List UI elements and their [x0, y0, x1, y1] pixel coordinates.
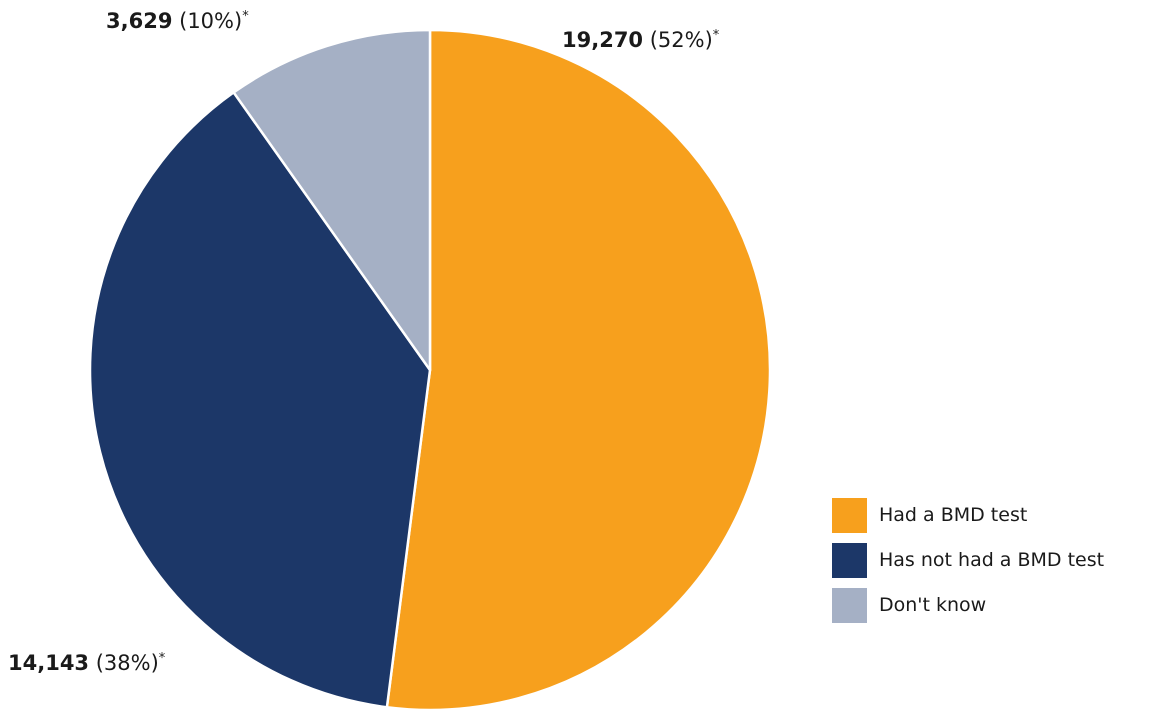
slice-value: 3,629 [106, 9, 173, 33]
legend-label: Don't know [879, 594, 987, 616]
slice-percent: (10%) [179, 9, 243, 33]
slice-percent: (38%) [95, 651, 159, 675]
slice-value: 19,270 [562, 28, 644, 52]
slice-label-has-not-had-bmd-test: 14,143 (38%)* [8, 650, 165, 676]
legend-item-dont-know: Don't know [832, 587, 1104, 623]
pie-slice-had-a-bmd-test [385, 28, 772, 711]
legend-label: Had a BMD test [879, 504, 1028, 526]
slice-label-had-bmd-test: 19,270 (52%)* [562, 27, 719, 53]
footnote-marker: * [158, 651, 166, 666]
slice-value: 14,143 [8, 651, 90, 675]
legend-swatch [832, 542, 867, 578]
legend-swatch [832, 497, 867, 533]
footnote-marker: * [712, 28, 720, 43]
legend-item-had-bmd-test: Had a BMD test [832, 497, 1104, 533]
legend: Had a BMD test Has not had a BMD test Do… [832, 497, 1104, 632]
pie-slice-has-not-had-a-bmd-test [88, 91, 432, 709]
legend-swatch [832, 587, 867, 623]
legend-item-has-not-had-bmd-test: Has not had a BMD test [832, 542, 1104, 578]
slice-label-dont-know: 3,629 (10%)* [106, 8, 249, 34]
pie-slice-don-t-know [232, 28, 432, 372]
legend-label: Has not had a BMD test [879, 549, 1105, 571]
footnote-marker: * [242, 9, 249, 24]
slice-percent: (52%) [649, 28, 713, 52]
